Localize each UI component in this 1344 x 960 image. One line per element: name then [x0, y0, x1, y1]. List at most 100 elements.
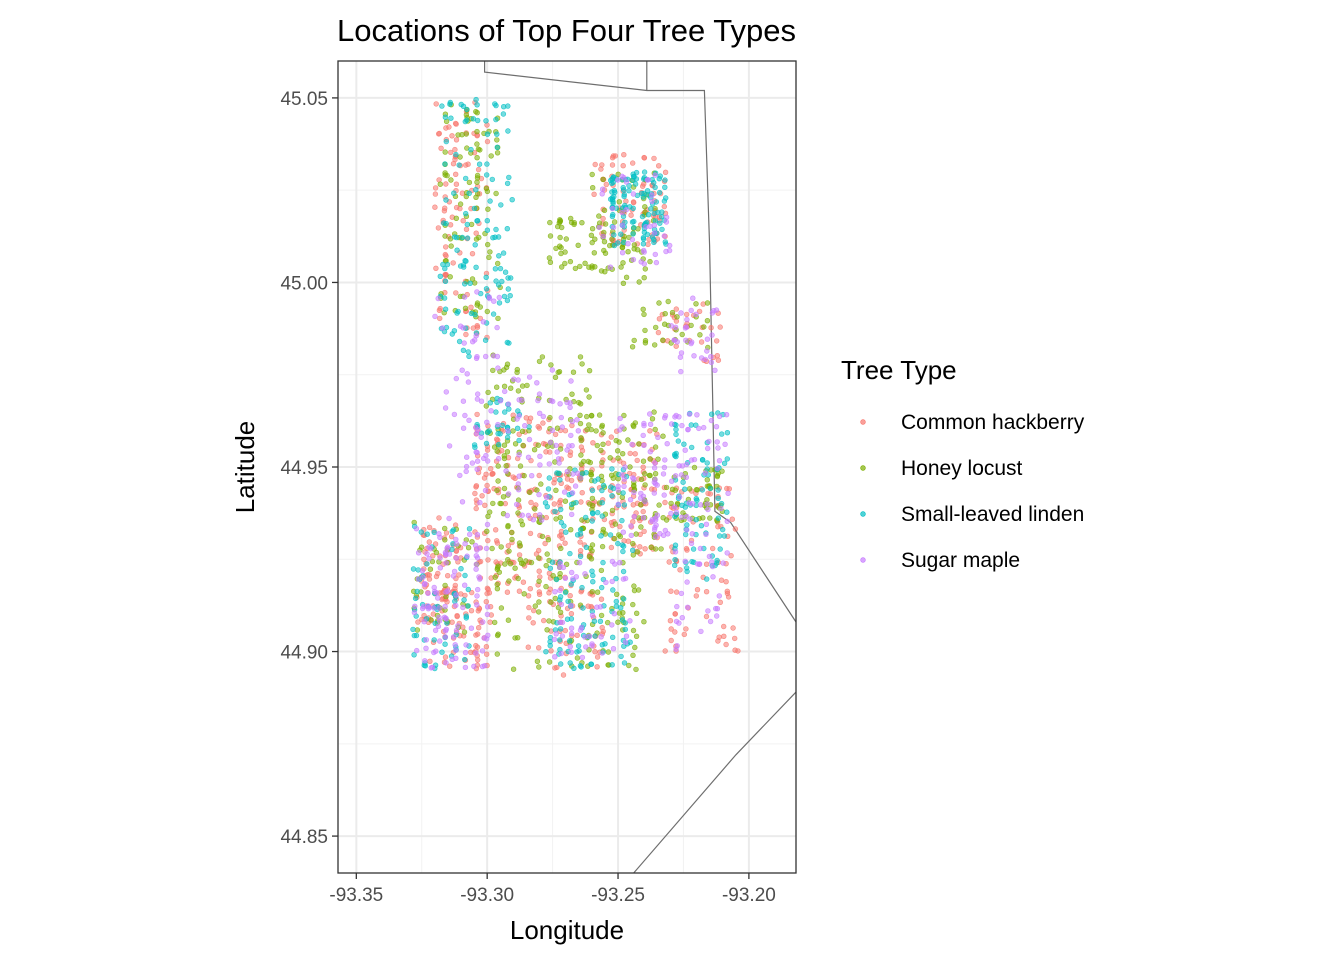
data-point — [476, 624, 482, 631]
data-point — [553, 487, 559, 493]
data-point — [629, 236, 636, 243]
data-point — [630, 191, 637, 197]
data-point — [635, 515, 642, 521]
data-point — [557, 570, 563, 577]
data-point — [678, 472, 685, 478]
data-point — [451, 568, 458, 575]
data-point — [449, 619, 455, 625]
data-point — [546, 618, 552, 624]
data-point — [465, 349, 471, 355]
data-point — [640, 306, 646, 312]
data-point — [707, 515, 713, 521]
data-point — [674, 339, 680, 345]
data-point — [558, 650, 564, 657]
data-point — [453, 151, 459, 158]
data-point — [575, 643, 582, 649]
data-point — [606, 242, 613, 249]
data-point — [422, 658, 428, 664]
data-point — [479, 648, 486, 654]
data-point — [720, 623, 727, 630]
data-point — [468, 607, 475, 614]
data-point — [600, 233, 606, 240]
data-point — [468, 304, 474, 310]
data-point — [435, 225, 442, 231]
data-point — [494, 487, 500, 494]
data-point — [498, 500, 504, 507]
data-point — [651, 230, 658, 236]
data-point — [543, 494, 550, 500]
data-point — [660, 433, 666, 439]
data-point — [453, 592, 459, 598]
data-point — [599, 513, 605, 519]
data-point — [427, 566, 434, 572]
data-point — [662, 169, 669, 176]
data-point — [717, 324, 723, 330]
data-point — [474, 396, 481, 402]
data-point — [651, 210, 657, 217]
data-point — [714, 353, 720, 359]
data-point — [562, 498, 569, 504]
data-point — [660, 532, 667, 539]
data-point — [630, 173, 637, 180]
data-point — [436, 614, 442, 621]
data-point — [494, 131, 500, 137]
data-point — [467, 531, 473, 538]
data-point — [661, 233, 667, 239]
data-point — [543, 562, 549, 569]
data-point — [715, 357, 722, 363]
data-point — [556, 460, 562, 466]
data-point — [723, 412, 730, 418]
data-point — [728, 552, 734, 559]
data-point — [493, 116, 499, 123]
data-point — [600, 559, 606, 566]
data-point — [447, 274, 453, 280]
data-point — [596, 412, 603, 418]
data-point — [436, 605, 442, 611]
data-point — [652, 251, 658, 258]
data-point — [526, 604, 532, 611]
data-point — [668, 421, 675, 427]
data-point — [477, 499, 483, 506]
data-point — [668, 500, 674, 507]
data-point — [713, 613, 720, 619]
data-point — [465, 379, 472, 385]
data-point — [483, 643, 490, 650]
data-point — [508, 385, 514, 391]
data-point — [709, 545, 716, 552]
data-point — [473, 96, 479, 103]
data-point — [494, 137, 500, 143]
data-point — [627, 618, 633, 624]
data-point — [602, 269, 608, 275]
data-point — [460, 347, 467, 353]
data-point — [532, 603, 538, 609]
data-point — [642, 546, 648, 552]
data-point — [630, 231, 636, 237]
data-point — [462, 649, 469, 656]
data-point — [576, 399, 582, 406]
data-point — [651, 239, 657, 246]
data-point — [495, 365, 501, 371]
data-point — [419, 567, 426, 574]
data-point — [663, 219, 670, 225]
data-point — [474, 593, 480, 599]
data-point — [639, 213, 646, 220]
data-point — [620, 490, 626, 496]
data-point — [690, 295, 696, 301]
data-point — [473, 194, 479, 201]
data-point — [630, 540, 636, 547]
data-point — [636, 441, 642, 447]
data-point — [453, 181, 460, 187]
data-point — [494, 448, 500, 454]
data-point — [631, 513, 637, 520]
data-point — [568, 610, 575, 617]
data-point — [515, 510, 521, 516]
data-point — [634, 549, 641, 555]
data-point — [484, 161, 490, 167]
data-point — [462, 664, 469, 671]
data-point — [630, 552, 636, 558]
data-point — [414, 588, 420, 595]
data-point — [718, 577, 725, 583]
data-point — [462, 257, 468, 264]
data-point — [548, 648, 554, 654]
data-point — [447, 222, 454, 228]
